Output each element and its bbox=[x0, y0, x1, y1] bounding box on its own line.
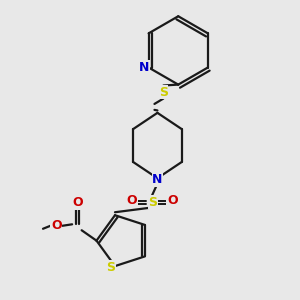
Text: S: S bbox=[148, 196, 158, 208]
Text: N: N bbox=[139, 61, 149, 74]
Text: N: N bbox=[152, 173, 163, 186]
Text: O: O bbox=[73, 196, 83, 209]
Text: S: S bbox=[106, 261, 115, 274]
Text: O: O bbox=[167, 194, 178, 207]
Text: O: O bbox=[127, 194, 137, 207]
Text: O: O bbox=[51, 219, 62, 232]
Text: S: S bbox=[159, 85, 168, 98]
